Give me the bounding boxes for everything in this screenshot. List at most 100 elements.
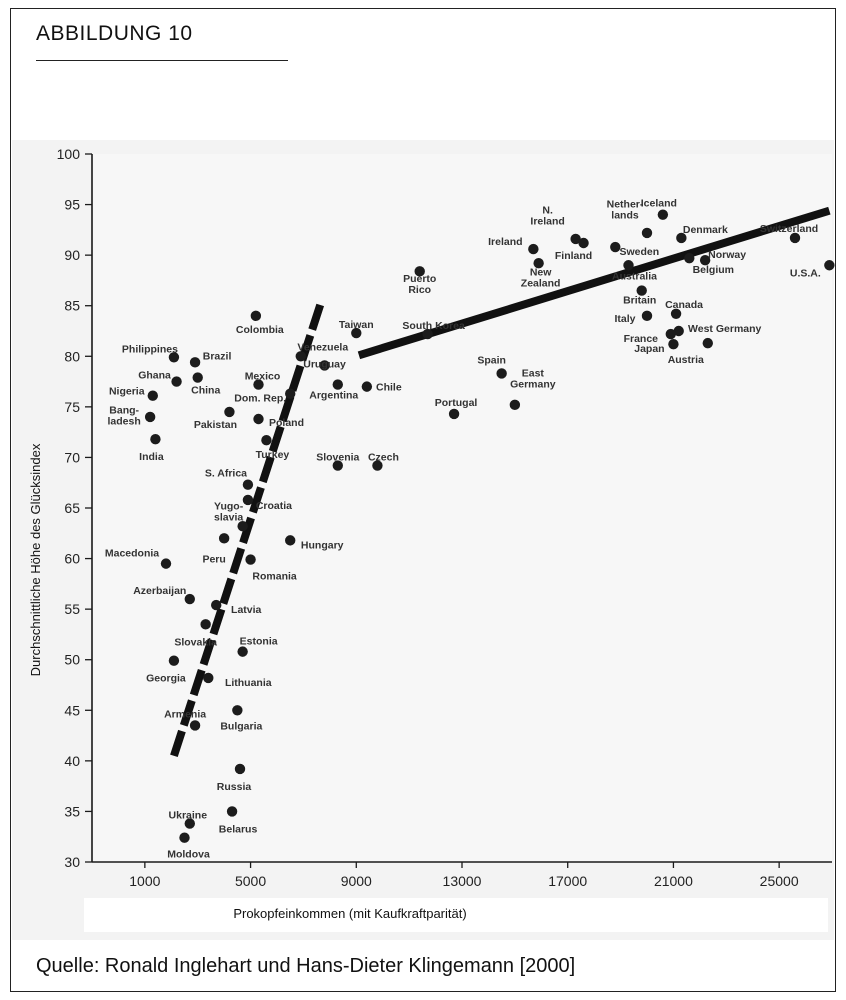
y-tick-label: 90 <box>64 247 80 263</box>
data-point-australia <box>623 260 634 271</box>
data-point-romania <box>245 554 256 565</box>
data-point-venezuela <box>295 351 306 362</box>
point-label-brazil: Brazil <box>203 350 232 362</box>
data-point-czech <box>372 460 383 471</box>
point-label-canada: Canada <box>665 299 703 311</box>
point-label-yugoslavia: Yugo- <box>214 501 244 513</box>
point-label-azerbaijan: Azerbaijan <box>133 585 186 597</box>
figure-heading: ABBILDUNG 10 <box>36 22 193 45</box>
point-label-bangladesh: ladesh <box>108 415 141 427</box>
y-tick-label: 80 <box>64 348 80 364</box>
point-label-hungary: Hungary <box>301 539 344 551</box>
point-label-poland: Poland <box>269 417 304 429</box>
point-label-n-ireland: N. <box>542 204 553 216</box>
data-point-russia <box>234 763 246 775</box>
point-label-finland: Finland <box>555 250 592 262</box>
data-point-latvia <box>211 599 222 611</box>
data-point-bulgaria <box>232 705 243 716</box>
data-point-south-korea <box>422 328 433 340</box>
data-point-estonia <box>237 646 248 657</box>
y-tick-label: 65 <box>64 500 80 516</box>
heading-underline <box>36 60 288 61</box>
data-point-n-ireland <box>570 233 581 245</box>
y-tick-label: 30 <box>64 854 80 870</box>
point-label-argentina: Argentina <box>309 390 358 402</box>
point-label-italy: Italy <box>614 313 635 325</box>
y-tick-label: 85 <box>64 298 80 314</box>
x-tick-label: 1000 <box>129 873 160 889</box>
point-label-georgia: Georgia <box>146 673 186 685</box>
point-label-new-zealand: New <box>530 267 552 279</box>
point-label-netherlands: Nether- <box>607 198 644 210</box>
point-label-portugal: Portugal <box>435 397 478 409</box>
data-point-brazil <box>189 357 201 368</box>
point-label-peru: Peru <box>202 553 225 565</box>
data-point-s-africa <box>242 479 254 490</box>
point-label-yugoslavia: slavia <box>214 512 243 524</box>
data-point-taiwan <box>351 327 362 339</box>
point-label-mexico: Mexico <box>245 371 281 383</box>
data-point-hungary <box>285 535 296 546</box>
data-point-belgium <box>684 252 695 264</box>
data-point-west-germany <box>673 325 684 337</box>
trend-line-dashed <box>170 298 326 758</box>
point-label-moldova: Moldova <box>167 849 210 861</box>
data-point-east-germany <box>509 399 521 411</box>
point-label-south-korea: South Korea <box>402 320 465 332</box>
data-point-india <box>150 434 161 445</box>
data-point-spain <box>496 368 507 379</box>
data-point-netherlands <box>641 227 653 239</box>
point-label-sweden: Sweden <box>619 246 659 258</box>
data-point-puerto-rico <box>414 266 425 277</box>
y-tick-label: 35 <box>64 803 80 819</box>
point-label-belgium: Belgium <box>693 264 734 276</box>
axis-ticks: 30 35 40 45 50 55 60 65 70 75 80 85 90 95 100 1000 5000 9… <box>57 146 799 889</box>
point-label-estonia: Estonia <box>240 636 278 648</box>
point-label-colombia: Colombia <box>236 324 284 336</box>
point-label-belarus: Belarus <box>219 823 258 835</box>
x-tick-label: 13000 <box>443 873 482 889</box>
point-label-lithuania: Lithuania <box>225 677 272 689</box>
x-axis-title: Prokopfeinkommen (mit Kaufkraftparität) <box>233 906 466 921</box>
point-label-s-africa: S. Africa <box>205 468 247 480</box>
point-label-east-germany: Germany <box>510 378 556 390</box>
point-label-denmark: Denmark <box>683 224 728 236</box>
point-label-ireland: Ireland <box>488 236 522 248</box>
point-label-switzerland: Switzerland <box>760 223 818 235</box>
data-points: Iceland Switzerland U.S.A. Denmark Norway Net… <box>105 198 835 861</box>
y-tick-label: 100 <box>57 146 81 162</box>
y-tick-label: 75 <box>64 399 80 415</box>
data-point-belarus <box>226 806 238 817</box>
data-point-canada <box>670 308 682 320</box>
data-point-armenia <box>189 720 201 731</box>
point-label-czech: Czech <box>368 452 399 464</box>
point-label-u-s-a: U.S.A. <box>790 267 821 279</box>
data-point-azerbaijan <box>184 593 195 605</box>
y-axis-title: Durchschnittliche Höhe des Glücksindex <box>28 443 43 676</box>
point-label-turkey: Turkey <box>256 449 290 461</box>
x-tick-label: 5000 <box>235 873 266 889</box>
x-tick-label: 21000 <box>654 873 693 889</box>
data-point-austria <box>702 337 713 349</box>
point-label-australia: Australia <box>612 270 657 282</box>
point-label-philippines: Philippines <box>122 343 178 355</box>
data-point-u-s-a <box>824 260 835 271</box>
point-label-pakistan: Pakistan <box>194 419 237 431</box>
point-label-romania: Romania <box>252 571 297 583</box>
data-point-portugal <box>448 408 460 420</box>
data-point-uruguay <box>319 360 330 371</box>
data-point-britain <box>636 285 647 296</box>
data-point-bangladesh <box>144 411 156 423</box>
point-label-spain: Spain <box>477 354 506 366</box>
data-point-ukraine <box>184 818 195 829</box>
point-label-bulgaria: Bulgaria <box>220 720 262 732</box>
data-point-finland <box>578 237 589 249</box>
point-label-norway: Norway <box>708 249 746 261</box>
point-label-nigeria: Nigeria <box>109 386 145 398</box>
y-tick-label: 45 <box>64 702 80 718</box>
data-point-colombia <box>250 310 262 322</box>
y-tick-label: 95 <box>64 197 80 213</box>
point-label-taiwan: Taiwan <box>339 319 374 331</box>
data-point-croatia <box>242 494 254 506</box>
